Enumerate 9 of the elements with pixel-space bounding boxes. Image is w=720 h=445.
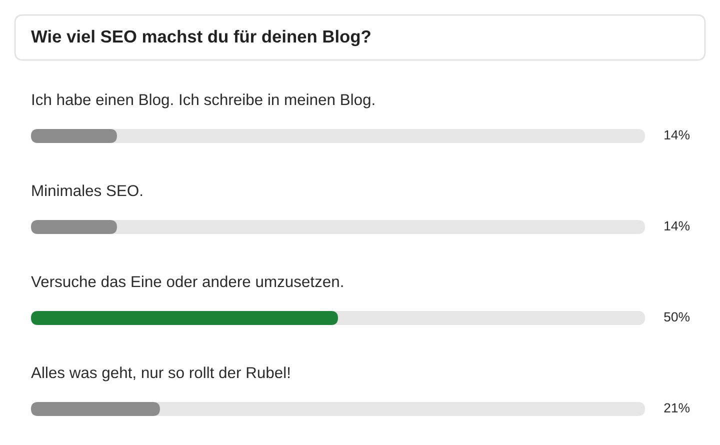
data-label: 14% (664, 221, 690, 230)
y-tick-label: Minimales SEO. (32, 184, 142, 196)
data-label: 50% (664, 312, 690, 322)
chart-title: Wie viel SEO machst du für deinen Blog? (31, 30, 370, 46)
data-label: 14% (664, 130, 690, 140)
data-label: 21% (664, 403, 690, 412)
y-tick-label: Versuche das Eine oder andere umzusetzen. (31, 276, 343, 288)
y-tick-label: Alles was geht, nur so rollt der Rubel! (31, 366, 290, 382)
y-tick-label: Ich habe einen Blog. Ich schreibe in meinen Blog. (32, 94, 374, 108)
